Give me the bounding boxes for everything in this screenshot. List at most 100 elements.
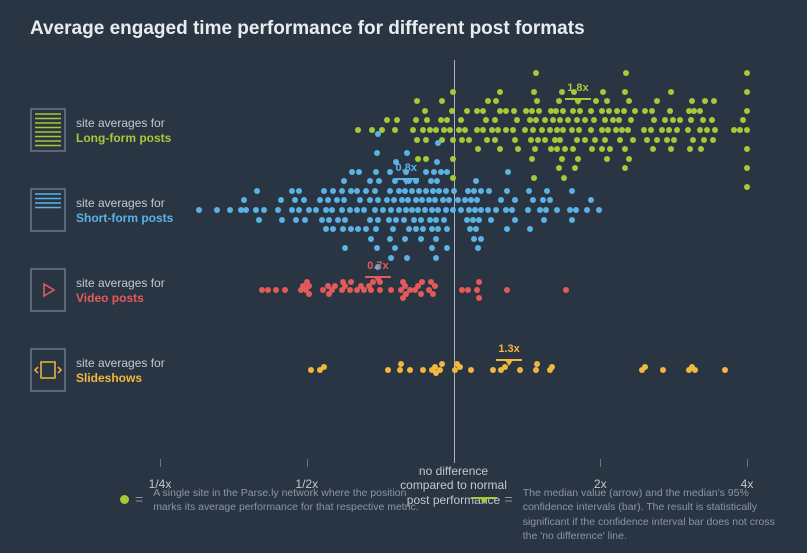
data-point [403, 207, 409, 213]
data-point [335, 217, 341, 223]
data-point [610, 117, 616, 123]
data-point [375, 197, 381, 203]
data-point [541, 217, 547, 223]
data-point [429, 245, 435, 251]
data-point [437, 367, 443, 373]
chart-title: Average engaged time performance for dif… [30, 18, 585, 40]
data-point [492, 137, 498, 143]
data-point [440, 197, 446, 203]
data-point [373, 226, 379, 232]
data-point [702, 98, 708, 104]
data-point [355, 127, 361, 133]
data-point [332, 283, 338, 289]
data-point [391, 197, 397, 203]
data-point [465, 287, 471, 293]
data-point [410, 127, 416, 133]
legend: = A single site in the Parse.ly network … [120, 486, 777, 543]
x-tick [600, 459, 601, 467]
data-point [430, 188, 436, 194]
data-point [466, 207, 472, 213]
data-point [744, 108, 750, 114]
data-point [396, 188, 402, 194]
data-point [423, 156, 429, 162]
data-point [422, 207, 428, 213]
data-point [592, 137, 598, 143]
data-point [537, 207, 543, 213]
midline [454, 60, 455, 463]
data-point [375, 131, 381, 137]
data-point [476, 279, 482, 285]
data-point [530, 127, 536, 133]
data-point [429, 226, 435, 232]
data-point [414, 137, 420, 143]
data-point [339, 287, 345, 293]
data-point [528, 137, 534, 143]
data-point [677, 117, 683, 123]
data-point [415, 207, 421, 213]
data-point [420, 367, 426, 373]
data-point [575, 156, 581, 162]
data-point [584, 207, 590, 213]
data-point [385, 367, 391, 373]
data-point [326, 217, 332, 223]
data-point [582, 117, 588, 123]
data-point [515, 146, 521, 152]
data-point [476, 295, 482, 301]
data-point [667, 108, 673, 114]
data-point [347, 207, 353, 213]
data-point [418, 236, 424, 242]
data-point [265, 287, 271, 293]
data-point [527, 226, 533, 232]
data-point [744, 127, 750, 133]
data-point [433, 236, 439, 242]
data-point [241, 197, 247, 203]
data-point [341, 197, 347, 203]
data-point [613, 127, 619, 133]
data-point [399, 197, 405, 203]
data-point [474, 287, 480, 293]
data-point [423, 137, 429, 143]
data-point [467, 226, 473, 232]
data-point [692, 367, 698, 373]
data-point [542, 117, 548, 123]
data-point [474, 108, 480, 114]
data-point [429, 207, 435, 213]
data-point [599, 127, 605, 133]
data-point [731, 127, 737, 133]
data-point [393, 217, 399, 223]
row-label-line1: site averages for [76, 276, 165, 291]
data-point [471, 236, 477, 242]
data-point [402, 188, 408, 194]
data-point [529, 108, 535, 114]
data-point [278, 197, 284, 203]
data-point [363, 188, 369, 194]
data-point [570, 146, 576, 152]
data-point [711, 98, 717, 104]
data-point [340, 226, 346, 232]
data-point [623, 70, 629, 76]
data-point [409, 188, 415, 194]
data-point [434, 178, 440, 184]
data-point [588, 197, 594, 203]
data-point [404, 255, 410, 261]
data-point [413, 226, 419, 232]
data-point [536, 108, 542, 114]
data-point [626, 98, 632, 104]
data-point [444, 245, 450, 251]
data-point [659, 127, 665, 133]
data-point [493, 207, 499, 213]
data-point [368, 287, 374, 293]
data-point [342, 245, 348, 251]
data-point [476, 217, 482, 223]
data-point [554, 207, 560, 213]
data-point [533, 70, 539, 76]
data-point [427, 217, 433, 223]
data-point [458, 117, 464, 123]
data-point [686, 108, 692, 114]
data-point [348, 188, 354, 194]
data-point [485, 98, 491, 104]
data-point [510, 127, 516, 133]
median-label: 1.3x [494, 343, 524, 355]
data-point [306, 291, 312, 297]
data-point [396, 207, 402, 213]
